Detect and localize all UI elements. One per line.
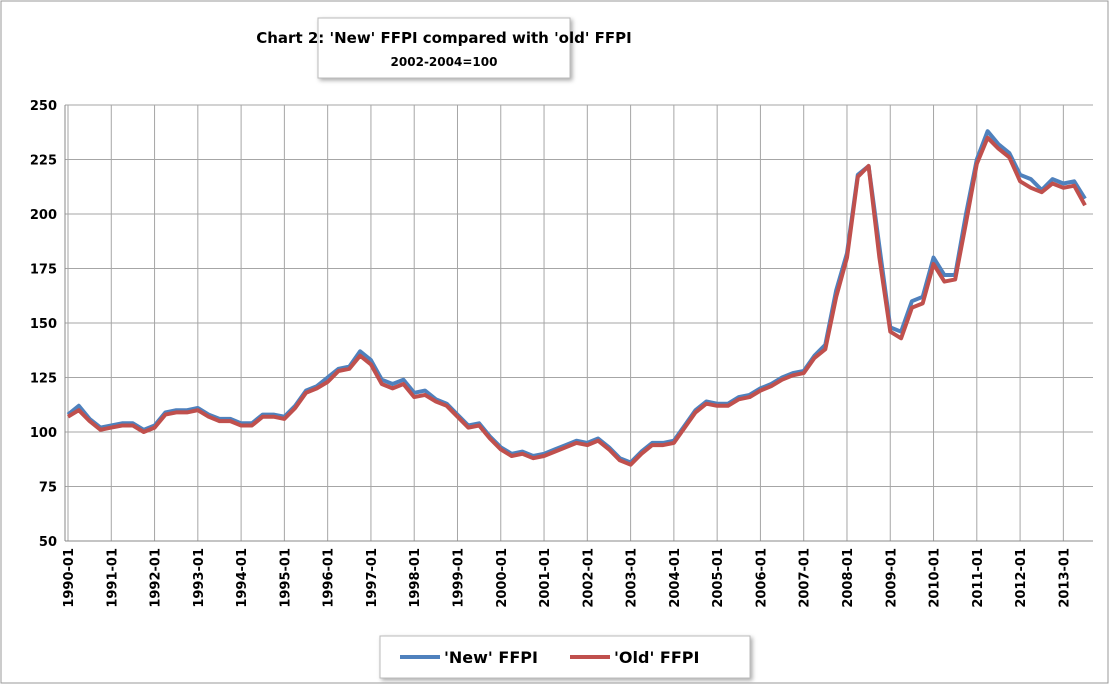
y-tick-label: 125 xyxy=(30,372,57,387)
x-tick-label: 1992-01 xyxy=(149,548,164,608)
y-tick-label: 200 xyxy=(30,208,57,223)
y-tick-label: 225 xyxy=(30,154,57,169)
x-tick-label: 2000-01 xyxy=(495,548,510,608)
title-box xyxy=(317,17,571,79)
x-tick-label: 2005-01 xyxy=(711,548,726,608)
x-tick-label: 1994-01 xyxy=(235,548,250,608)
legend-label: 'New' FFPI xyxy=(444,648,538,667)
x-tick-label: 1996-01 xyxy=(322,548,337,608)
x-tick-label: 2009-01 xyxy=(884,548,899,608)
y-tick-label: 150 xyxy=(30,317,57,332)
y-tick-label: 175 xyxy=(30,263,57,278)
x-tick-label: 1998-01 xyxy=(408,548,423,608)
x-tick-label: 2002-01 xyxy=(581,548,596,608)
x-tick-label: 1990-01 xyxy=(62,548,77,608)
x-tick-label: 2001-01 xyxy=(538,548,553,608)
x-tick-label: 1991-01 xyxy=(105,548,120,608)
x-tick-label: 2011-01 xyxy=(971,548,986,608)
x-tick-label: 2007-01 xyxy=(798,548,813,608)
y-tick-label: 250 xyxy=(30,99,57,114)
y-tick-label: 75 xyxy=(39,481,57,496)
x-tick-label: 2006-01 xyxy=(754,548,769,608)
series-line xyxy=(66,135,1087,467)
x-tick-label: 1995-01 xyxy=(278,548,293,608)
plot-area: 50 75 100 125 150 175 200 225 250 1990-01 1991-01 1… xyxy=(30,99,1093,608)
series-line xyxy=(66,129,1087,465)
x-tick-label: 2003-01 xyxy=(625,548,640,608)
legend-label: 'Old' FFPI xyxy=(614,648,699,667)
legend: 'New' FFPI 'Old' FFPI xyxy=(400,648,699,667)
x-tick-label: 2004-01 xyxy=(668,548,683,608)
x-tick-label: 1997-01 xyxy=(365,548,380,608)
chart-title: Chart 2: 'New' FFPI compared with 'old' … xyxy=(256,29,631,47)
chart-subtitle: 2002-2004=100 xyxy=(391,55,498,69)
x-tick-label: 1999-01 xyxy=(451,548,466,608)
x-tick-label: 2013-01 xyxy=(1057,548,1072,608)
x-tick-label: 2008-01 xyxy=(841,548,856,608)
y-tick-label: 50 xyxy=(39,535,57,550)
x-tick-label: 2010-01 xyxy=(928,548,943,608)
x-tick-label: 1993-01 xyxy=(192,548,207,608)
legend-box xyxy=(379,635,751,679)
x-tick-label: 2012-01 xyxy=(1014,548,1029,608)
y-tick-label: 100 xyxy=(30,426,57,441)
